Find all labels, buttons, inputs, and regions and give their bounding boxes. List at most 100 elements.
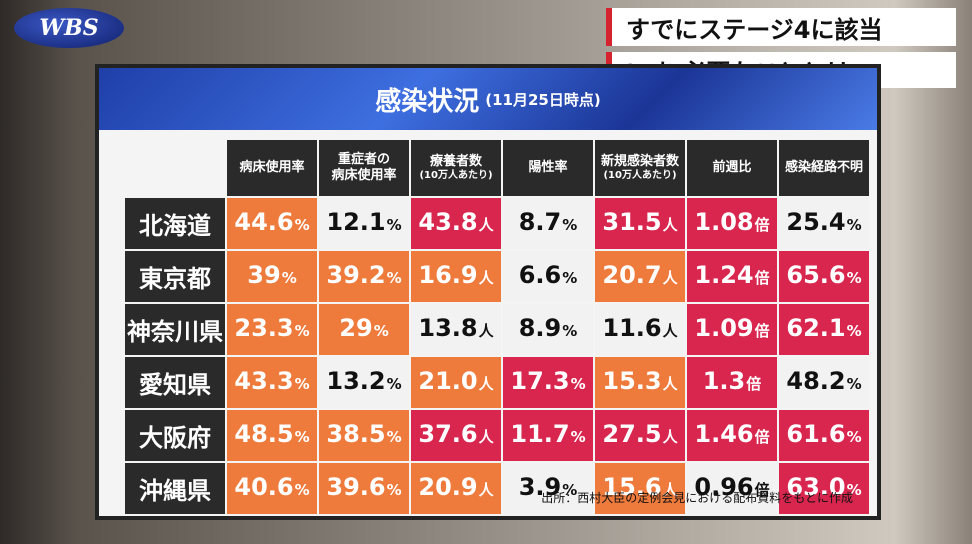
cell-unit: 人: [662, 269, 678, 287]
table-cell: 48.2%: [779, 357, 869, 408]
cell-value: 61.6: [786, 420, 846, 448]
title-band: 感染状況 (11月25日時点): [99, 68, 877, 130]
cell-value: 0.96: [694, 473, 754, 501]
column-header: 新規感染者数 (10万人あたり): [595, 140, 685, 196]
cell-unit: %: [562, 216, 578, 234]
cell-value: 25.4: [786, 208, 846, 236]
table-cell: 8.7%: [503, 198, 593, 249]
table-cell: 39%: [227, 251, 317, 302]
cell-unit: %: [846, 216, 862, 234]
row-label: 愛知県: [125, 357, 225, 408]
cell-value: 13.2: [326, 367, 386, 395]
table-cell: 21.0 人: [411, 357, 501, 408]
row-label: 北海道: [125, 198, 225, 249]
cell-unit: 倍: [754, 322, 770, 340]
table-cell: 20.7 人: [595, 251, 685, 302]
table-cell: 37.6 人: [411, 410, 501, 461]
column-header: 前週比: [687, 140, 777, 196]
column-header: 感染経路不明: [779, 140, 869, 196]
cell-value: 39.2: [326, 261, 386, 289]
cell-value: 21.0: [418, 367, 478, 395]
corner: [125, 140, 225, 196]
table-cell: 11.7%: [503, 410, 593, 461]
cell-value: 15.6: [602, 473, 662, 501]
column-header: 病床使用率: [227, 140, 317, 196]
cell-value: 20.7: [602, 261, 662, 289]
table-cell: 63.0%: [779, 463, 869, 514]
table-cell: 40.6%: [227, 463, 317, 514]
table-cell: 43.3%: [227, 357, 317, 408]
cell-value: 1.08: [694, 208, 754, 236]
header-line: 新規感染者数: [600, 153, 679, 169]
cell-value: 20.9: [418, 473, 478, 501]
table-cell: 13.2%: [319, 357, 409, 408]
table-cell: 31.5 人: [595, 198, 685, 249]
header-line: 病床使用率: [331, 168, 397, 183]
cell-value: 48.5: [234, 420, 294, 448]
cell-value: 11.7: [510, 420, 570, 448]
cell-unit: %: [846, 322, 862, 340]
cell-unit: %: [386, 428, 402, 446]
column-header: 療養者数 (10万人あたり): [411, 140, 501, 196]
cell-value: 44.6: [234, 208, 294, 236]
cell-value: 12.1: [326, 208, 386, 236]
table-cell: 20.9 人: [411, 463, 501, 514]
cell-unit: 人: [662, 481, 678, 499]
cell-value: 8.7: [518, 208, 562, 236]
table-cell: 1.08 倍: [687, 198, 777, 249]
cell-unit: %: [846, 375, 862, 393]
cell-unit: %: [281, 269, 297, 287]
table-cell: 15.3 人: [595, 357, 685, 408]
row-label: 大阪府: [125, 410, 225, 461]
cell-value: 31.5: [602, 208, 662, 236]
cell-value: 13.8: [418, 314, 478, 342]
cell-value: 6.6: [518, 261, 562, 289]
cell-unit: %: [294, 216, 310, 234]
header-line: (10万人あたり): [603, 169, 677, 181]
table-cell: 3.9%: [503, 463, 593, 514]
cell-unit: 人: [478, 216, 494, 234]
cell-unit: 倍: [754, 428, 770, 446]
header-line: 病床使用率: [239, 159, 305, 175]
table-cell: 1.3 倍: [687, 357, 777, 408]
cell-unit: %: [570, 375, 586, 393]
header-line: 前週比: [712, 159, 752, 175]
header-line: 重症者の: [337, 151, 390, 167]
cell-value: 39: [247, 261, 281, 289]
table-cell: 27.5 人: [595, 410, 685, 461]
board: 感染状況 (11月25日時点) 病床使用率 重症者の 病床使用率 療養者数 (10万人あ…: [95, 64, 881, 520]
cell-value: 38.5: [326, 420, 386, 448]
table-cell: 8.9%: [503, 304, 593, 355]
header-line: 陽性率: [528, 159, 568, 175]
logo: WBS: [14, 8, 124, 48]
cell-value: 1.09: [694, 314, 754, 342]
cell-value: 48.2: [786, 367, 846, 395]
table-cell: 16.9 人: [411, 251, 501, 302]
table-cell: 25.4%: [779, 198, 869, 249]
cell-unit: 人: [478, 322, 494, 340]
caption: すでにステージ4に該当: [606, 8, 956, 46]
cell-value: 43.8: [418, 208, 478, 236]
cell-value: 65.6: [786, 261, 846, 289]
table-cell: 38.5%: [319, 410, 409, 461]
table-cell: 48.5%: [227, 410, 317, 461]
cell-unit: 人: [478, 375, 494, 393]
cell-unit: %: [294, 428, 310, 446]
table-cell: 6.6%: [503, 251, 593, 302]
cell-value: 8.9: [518, 314, 562, 342]
cell-unit: 倍: [746, 375, 762, 393]
cell-unit: %: [373, 322, 389, 340]
cell-unit: %: [846, 269, 862, 287]
cell-value: 16.9: [418, 261, 478, 289]
cell-value: 15.3: [602, 367, 662, 395]
cell-unit: %: [386, 269, 402, 287]
cell-value: 40.6: [234, 473, 294, 501]
table-cell: 17.3%: [503, 357, 593, 408]
cell-unit: 人: [662, 375, 678, 393]
header-line: 感染経路不明: [784, 159, 863, 175]
cell-unit: 倍: [754, 481, 770, 499]
table-cell: 12.1%: [319, 198, 409, 249]
cell-unit: 人: [662, 322, 678, 340]
cell-unit: 倍: [754, 216, 770, 234]
cell-value: 39.6: [326, 473, 386, 501]
